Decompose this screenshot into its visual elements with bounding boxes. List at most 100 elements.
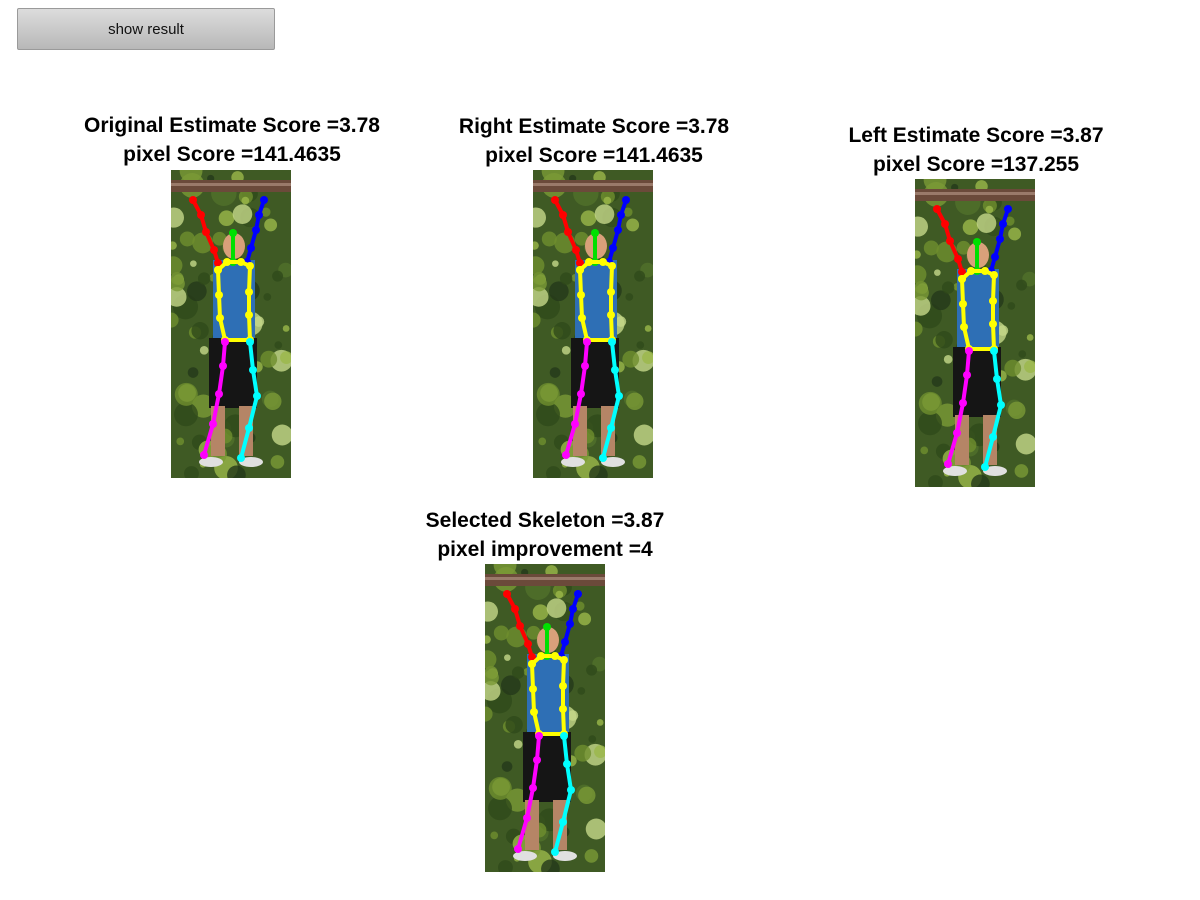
right-arm-limb-joint: [564, 228, 572, 236]
foliage-spot: [915, 265, 927, 284]
foliage-spot: [178, 384, 196, 402]
left-leg-limb-joint: [249, 366, 257, 374]
foliage-spot: [930, 290, 951, 311]
right-arm-limb-joint: [946, 237, 954, 245]
original-pixel-score: pixel Score =141.4635: [123, 143, 341, 166]
right-leg-limb-joint: [219, 362, 227, 370]
foliage-spot: [485, 635, 491, 644]
torso-limb-joint: [237, 258, 245, 266]
left-leg-limb-joint: [611, 366, 619, 374]
foliage-spot: [555, 590, 564, 599]
foliage-spot: [915, 250, 921, 259]
torso-limb-joint: [607, 288, 615, 296]
selected-skeleton-score: Selected Skeleton =3.87: [425, 509, 665, 532]
foliage-spot: [490, 831, 499, 840]
right-arm-limb-joint: [528, 653, 536, 661]
foliage-spot: [577, 687, 586, 695]
foliage-spot: [923, 179, 947, 192]
shoe: [553, 851, 577, 861]
right-leg-limb-joint: [221, 338, 229, 346]
left-estimate-image: [915, 179, 1035, 487]
foliage-spot: [915, 280, 928, 294]
left-arm-limb-joint: [609, 244, 617, 252]
torso-limb-joint: [216, 314, 224, 322]
shoe: [199, 457, 223, 467]
foliage-spot: [541, 231, 557, 247]
original-estimate-score: Original Estimate Score =3.78: [84, 114, 380, 137]
torso-limb-joint: [559, 682, 567, 690]
right-arm-limb-joint: [572, 246, 580, 254]
right-leg-limb-joint: [577, 390, 585, 398]
foliage-spot: [533, 287, 549, 307]
right-leg-limb-joint: [533, 756, 541, 764]
foliage-spot: [171, 287, 187, 307]
left-leg-limb-joint: [560, 732, 568, 740]
foliage-spot: [533, 271, 546, 285]
torso-limb-joint: [989, 320, 997, 328]
right-arm-limb-joint: [524, 640, 532, 648]
foliage-spot: [171, 256, 183, 275]
right-estimate-title: Right Estimate Score =3.78 pixel Score =…: [459, 112, 729, 170]
torso-limb-joint: [990, 271, 998, 279]
torso-limb-joint: [959, 300, 967, 308]
foliage-spot: [636, 341, 645, 349]
torso-limb-joint: [528, 660, 536, 668]
right-arm-limb-joint: [503, 590, 511, 598]
foliage-spot: [492, 778, 510, 796]
right-estimate-score: Right Estimate Score =3.78: [458, 115, 730, 138]
foliage-spot: [271, 424, 291, 446]
foliage-spot: [552, 260, 559, 267]
foliage-spot: [541, 170, 565, 183]
foliage-spot: [567, 710, 579, 721]
branch-highlight: [915, 192, 1035, 195]
foliage-spot: [927, 475, 943, 487]
selected-pixel-improvement: pixel improvement =4: [437, 538, 653, 561]
foliage-spot: [596, 719, 604, 726]
foliage-spot: [920, 446, 929, 455]
foliage-spot: [626, 218, 640, 232]
foliage-spot: [533, 312, 541, 328]
foliage-spot: [171, 207, 184, 228]
foliage-spot: [270, 455, 285, 469]
foliage-spot: [1014, 464, 1029, 478]
foliage-spot: [588, 735, 597, 743]
foliage-spot: [199, 345, 209, 355]
foliage-spot: [227, 465, 246, 478]
right-leg-limb-joint: [583, 338, 591, 346]
right-leg-limb-joint: [523, 814, 531, 822]
torso-limb-joint: [608, 262, 616, 270]
foliage-spot: [594, 745, 605, 758]
foliage-spot: [918, 411, 942, 436]
right-leg-limb-joint: [215, 390, 223, 398]
left-leg-limb-joint: [253, 392, 261, 400]
right-arm-limb-joint: [210, 246, 218, 254]
foliage-spot: [497, 860, 513, 872]
foliage-spot: [261, 207, 271, 217]
left-arm-limb-joint: [622, 196, 630, 204]
foliage-spot: [179, 170, 203, 183]
shoe: [983, 466, 1007, 476]
foliage-spot: [272, 270, 284, 282]
left-leg-limb-joint: [245, 424, 253, 432]
foliage-spot: [186, 281, 207, 302]
foliage-spot: [176, 437, 185, 446]
left-arm-limb-joint: [260, 196, 268, 204]
left-arm-limb-joint: [247, 244, 255, 252]
left-arm-limb-joint: [566, 620, 574, 628]
foliage-spot: [1024, 360, 1035, 373]
torso-limb-joint: [578, 314, 586, 322]
foliage-spot: [500, 675, 521, 696]
right-arm-limb-joint: [511, 605, 519, 613]
foliage-spot: [546, 598, 567, 618]
foliage-spot: [280, 351, 291, 364]
foliage-spot: [526, 625, 541, 640]
left-arm-limb-joint: [255, 211, 263, 219]
show-result-button[interactable]: show result: [17, 8, 275, 50]
selected-skeleton-pose: [485, 564, 605, 872]
foliage-spot: [541, 859, 560, 872]
foliage-spot: [171, 312, 179, 328]
left-leg-limb-joint: [989, 433, 997, 441]
foliage-spot: [504, 654, 511, 661]
torso-limb-joint: [960, 323, 968, 331]
torso-limb-joint: [560, 656, 568, 664]
